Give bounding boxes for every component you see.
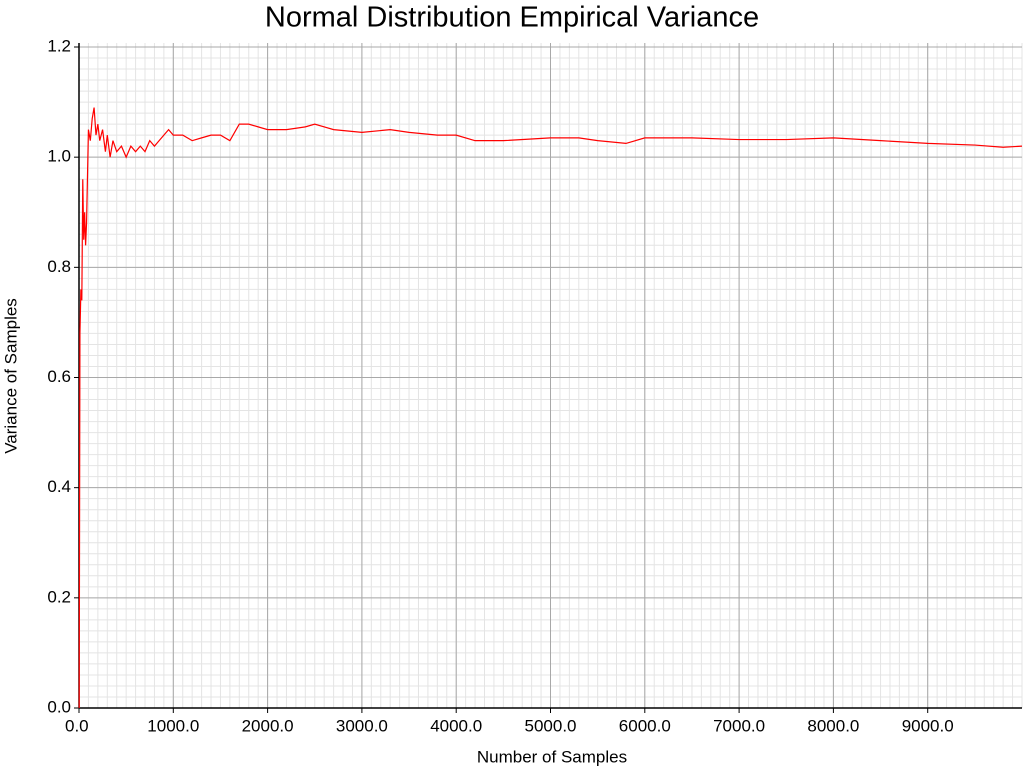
y-axis-label: Variance of Samples [1,298,20,454]
chart-title: Normal Distribution Empirical Variance [265,2,759,34]
y-tick-label: 1.0 [47,147,71,166]
y-tick-label: 0.2 [47,587,71,606]
x-tick-label: 1000.0 [147,716,199,735]
x-tick-label: 0.0 [65,716,89,735]
y-tick-label: 1.2 [47,36,71,55]
y-tick-label: 0.0 [47,697,71,716]
x-tick-label: 6000.0 [619,716,671,735]
y-tick-label: 0.4 [47,477,71,496]
data-line [78,107,1023,709]
x-tick-label: 7000.0 [713,716,765,735]
x-tick-label: 2000.0 [242,716,294,735]
x-tick-label: 5000.0 [525,716,577,735]
y-tick-label: 0.8 [47,257,71,276]
x-tick-label: 8000.0 [807,716,859,735]
x-tick-label: 9000.0 [902,716,954,735]
x-axis-label: Number of Samples [477,747,627,766]
x-tick-label: 3000.0 [336,716,388,735]
x-tick-label: 4000.0 [430,716,482,735]
y-tick-label: 0.6 [47,367,71,386]
